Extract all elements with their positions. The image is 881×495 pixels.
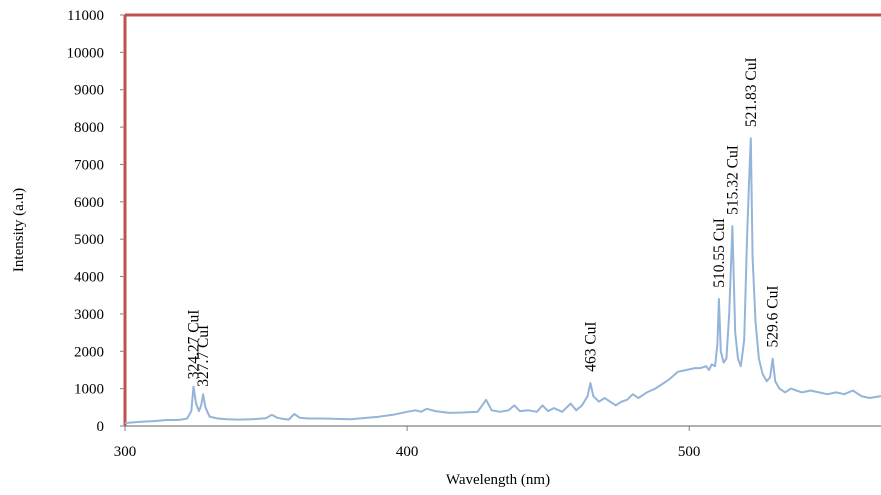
x-tick-label: 300 — [114, 444, 137, 460]
y-axis-label: Intensity (a.u) — [11, 188, 27, 272]
y-tick-label: 0 — [97, 419, 105, 435]
x-tick-label: 500 — [678, 444, 701, 460]
x-axis-ticks: 300 400 500 — [114, 426, 701, 460]
y-tick-label: 8000 — [74, 120, 104, 136]
plot-area — [123, 13, 881, 427]
x-axis-label: Wavelength (nm) — [446, 472, 550, 488]
y-tick-label: 1000 — [74, 382, 104, 398]
peak-annotation-label: 515.32 CuI — [724, 145, 741, 215]
peak-annotation-label: 529.6 CuI — [765, 286, 782, 348]
y-tick-label: 6000 — [74, 195, 104, 211]
peak-annotation-label: 324.27 CuI — [186, 310, 203, 380]
x-tick-label: 400 — [396, 444, 419, 460]
y-axis-ticks: 0 1000 2000 3000 4000 5000 6000 7000 8000 9000 100… — [67, 8, 125, 435]
y-tick-label: 5000 — [74, 232, 104, 248]
peak-annotation-label: 463 CuI — [582, 321, 599, 371]
y-tick-label: 3000 — [74, 307, 104, 323]
y-tick-label: 11000 — [67, 8, 104, 24]
y-tick-label: 7000 — [74, 157, 104, 173]
y-tick-label: 4000 — [74, 270, 104, 286]
y-tick-label: 9000 — [74, 83, 104, 99]
y-tick-label: 2000 — [74, 344, 104, 360]
y-tick-label: 10000 — [67, 45, 105, 61]
peak-annotation-label: 327.7 CuI — [195, 325, 212, 387]
peak-annotation-label: 521.83 CuI — [743, 57, 760, 127]
peak-annotation-label: 510.55 CuI — [711, 218, 728, 288]
series-line — [124, 137, 881, 424]
